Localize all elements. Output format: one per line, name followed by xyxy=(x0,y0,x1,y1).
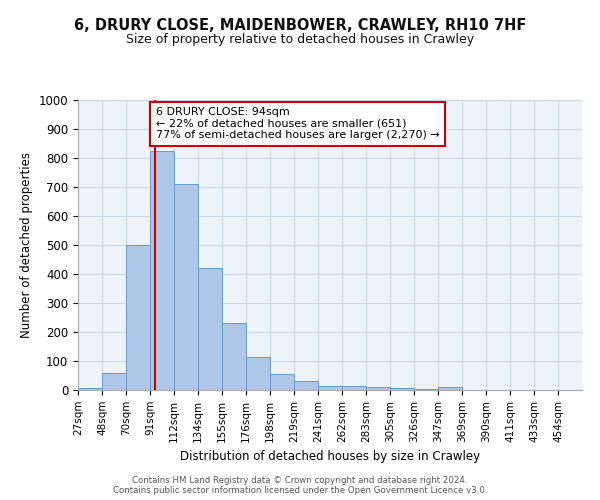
Text: 6, DRURY CLOSE, MAIDENBOWER, CRAWLEY, RH10 7HF: 6, DRURY CLOSE, MAIDENBOWER, CRAWLEY, RH… xyxy=(74,18,526,32)
X-axis label: Distribution of detached houses by size in Crawley: Distribution of detached houses by size … xyxy=(180,450,480,463)
Bar xyxy=(150,151,174,390)
Bar xyxy=(126,245,150,390)
Bar xyxy=(294,380,318,390)
Bar xyxy=(270,374,294,390)
Bar xyxy=(390,388,414,390)
Bar xyxy=(78,388,102,390)
Text: Contains HM Land Registry data © Crown copyright and database right 2024.
Contai: Contains HM Land Registry data © Crown c… xyxy=(113,476,487,495)
Bar xyxy=(174,184,198,390)
Bar xyxy=(198,268,222,390)
Bar xyxy=(246,356,270,390)
Bar xyxy=(318,386,342,390)
Bar xyxy=(414,388,438,390)
Bar xyxy=(366,387,390,390)
Bar xyxy=(342,386,366,390)
Bar xyxy=(438,387,462,390)
Text: 6 DRURY CLOSE: 94sqm
← 22% of detached houses are smaller (651)
77% of semi-deta: 6 DRURY CLOSE: 94sqm ← 22% of detached h… xyxy=(156,108,439,140)
Y-axis label: Number of detached properties: Number of detached properties xyxy=(20,152,33,338)
Bar xyxy=(222,324,246,390)
Text: Size of property relative to detached houses in Crawley: Size of property relative to detached ho… xyxy=(126,32,474,46)
Bar xyxy=(102,373,126,390)
